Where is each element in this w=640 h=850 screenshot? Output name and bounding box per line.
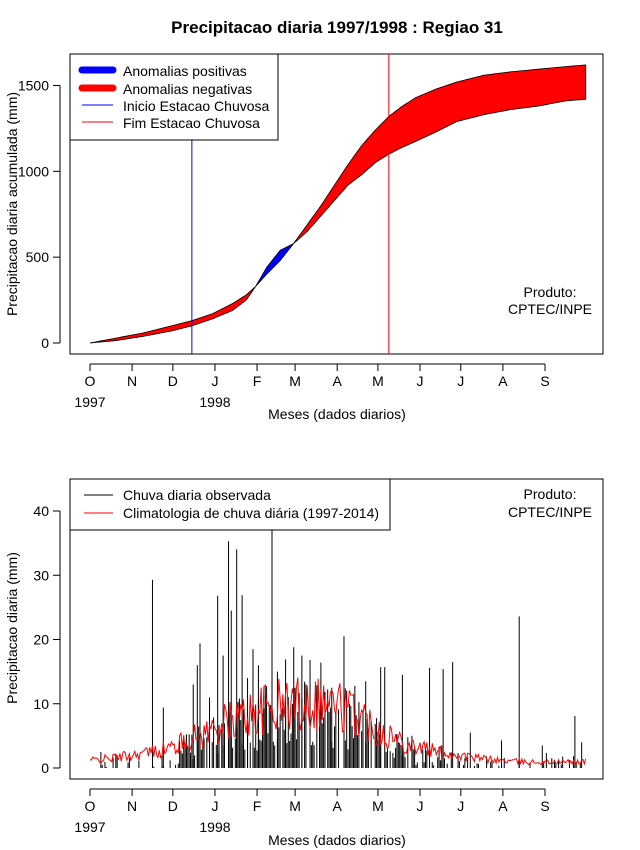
x-tick-label: F: [253, 373, 262, 389]
x-tick-label: F: [253, 798, 262, 814]
climatology-line: [89, 677, 587, 766]
y-axis-title: Precipitacao diaria acumulada (mm): [4, 92, 20, 316]
y-tick-label: 20: [33, 632, 49, 648]
observed-bars: [100, 511, 583, 768]
y-tick-label: 10: [33, 696, 49, 712]
x-tick-label: J: [457, 798, 464, 814]
x-tick-label: A: [498, 373, 508, 389]
x-tick-label: A: [333, 373, 343, 389]
cumulative-panel: 0 500 1000 1500 O N D J F M A M J J A S 1997 1998 Meses (d…: [4, 53, 604, 422]
legend-label: Chuva diaria observada: [123, 487, 271, 503]
x-tick-label: J: [417, 798, 424, 814]
positive-anomaly-area: [255, 240, 296, 287]
y-tick-label: 30: [33, 567, 49, 583]
daily-panel: 0 10 20 30 40 O N D J F M A M J J A S 1997 1998 Meses (dado…: [4, 478, 604, 848]
x-tick-label: D: [168, 798, 178, 814]
y-tick-label: 0: [41, 760, 49, 776]
legend: Chuva diaria observada Climatologia de ch…: [69, 478, 391, 531]
x-tick-label: M: [289, 373, 301, 389]
y-tick-label: 1000: [18, 163, 49, 179]
product-label: CPTEC/INPE: [508, 504, 592, 520]
x-tick-label: A: [333, 798, 343, 814]
x-axis-title: Meses (dados diarios): [268, 406, 406, 422]
y-tick-label: 1500: [18, 78, 49, 94]
year-label: 1998: [199, 394, 230, 410]
x-tick-label: J: [417, 373, 424, 389]
x-tick-label: O: [85, 373, 96, 389]
year-label: 1997: [74, 819, 105, 835]
negative-anomaly-area: [90, 286, 257, 344]
negative-anomaly-area: [294, 64, 587, 244]
x-tick-label: A: [498, 798, 508, 814]
x-tick-label: D: [168, 373, 178, 389]
legend-label: Anomalias positivas: [123, 63, 247, 79]
x-tick-label: N: [127, 373, 137, 389]
y-tick-label: 500: [26, 249, 50, 265]
x-tick-label: N: [127, 798, 137, 814]
chart-title: Precipitacao diaria 1997/1998 : Regiao 3…: [171, 18, 503, 37]
x-tick-label: J: [211, 798, 218, 814]
y-axis-title: Precipitacao diaria (mm): [4, 552, 20, 704]
x-tick-label: S: [540, 798, 549, 814]
x-tick-label: J: [211, 373, 218, 389]
legend-label: Climatologia de chuva diária (1997-2014): [123, 505, 379, 521]
product-label: Produto:: [524, 486, 577, 502]
plot-frame: [69, 53, 604, 355]
product-label: CPTEC/INPE: [508, 301, 592, 317]
x-tick-label: J: [457, 373, 464, 389]
year-label: 1998: [199, 819, 230, 835]
x-tick-label: M: [372, 798, 384, 814]
year-label: 1997: [74, 394, 105, 410]
x-tick-label: M: [372, 373, 384, 389]
x-tick-label: O: [85, 798, 96, 814]
x-axis-title: Meses (dados diarios): [268, 832, 406, 848]
legend-label: Inicio Estacao Chuvosa: [123, 98, 270, 114]
x-tick-label: S: [540, 373, 549, 389]
legend-label: Anomalias negativas: [123, 81, 252, 97]
legend-box: [69, 478, 391, 531]
y-tick-label: 0: [41, 335, 49, 351]
legend-label: Fim Estacao Chuvosa: [123, 115, 260, 131]
x-tick-label: M: [289, 798, 301, 814]
legend: Anomalias positivas Anomalias negativasIn…: [69, 53, 279, 141]
product-label: Produto:: [524, 284, 577, 300]
y-tick-label: 40: [33, 503, 49, 519]
